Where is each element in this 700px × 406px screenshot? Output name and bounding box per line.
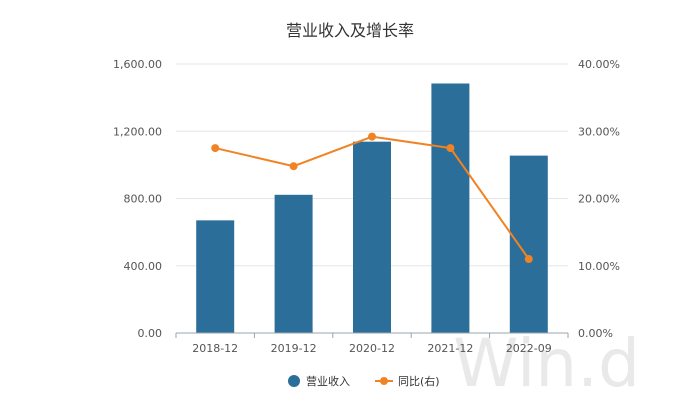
right-tick-label: 20.00% — [578, 193, 620, 206]
legend: 营业收入 同比(右) — [288, 374, 440, 388]
left-tick-label: 400.00 — [124, 260, 163, 273]
line-point — [289, 162, 298, 171]
left-tick-label: 0.00 — [138, 327, 163, 340]
bar — [353, 141, 391, 333]
bar — [196, 220, 235, 333]
legend-marker-growth — [380, 377, 388, 385]
right-tick-label: 30.00% — [578, 125, 620, 138]
line-point — [368, 132, 376, 141]
right-tick-label: 0.00% — [578, 327, 613, 340]
x-tick-label: 2020-12 — [349, 342, 395, 355]
bar — [274, 194, 313, 333]
left-tick-label: 1,600.00 — [113, 58, 162, 71]
bar — [509, 155, 548, 333]
legend-label-growth: 同比(右) — [398, 374, 440, 388]
x-tick-label: 2019-12 — [271, 342, 317, 355]
x-tick-label: 2021-12 — [427, 342, 473, 355]
line-point — [446, 144, 455, 153]
right-tick-label: 10.00% — [578, 260, 620, 273]
line-point — [211, 144, 220, 153]
left-tick-label: 1,200.00 — [113, 125, 162, 138]
x-tick-label: 2018-12 — [192, 342, 238, 355]
line-point — [524, 255, 533, 264]
x-tick-label: 2022-09 — [506, 342, 552, 355]
bar — [431, 83, 470, 333]
left-tick-label: 800.00 — [124, 193, 163, 206]
legend-marker-revenue — [288, 375, 300, 387]
watermark: Win.d — [453, 325, 640, 402]
chart-title: 营业收入及增长率 — [286, 21, 414, 40]
right-tick-label: 40.00% — [578, 58, 620, 71]
legend-label-revenue: 营业收入 — [306, 374, 350, 388]
